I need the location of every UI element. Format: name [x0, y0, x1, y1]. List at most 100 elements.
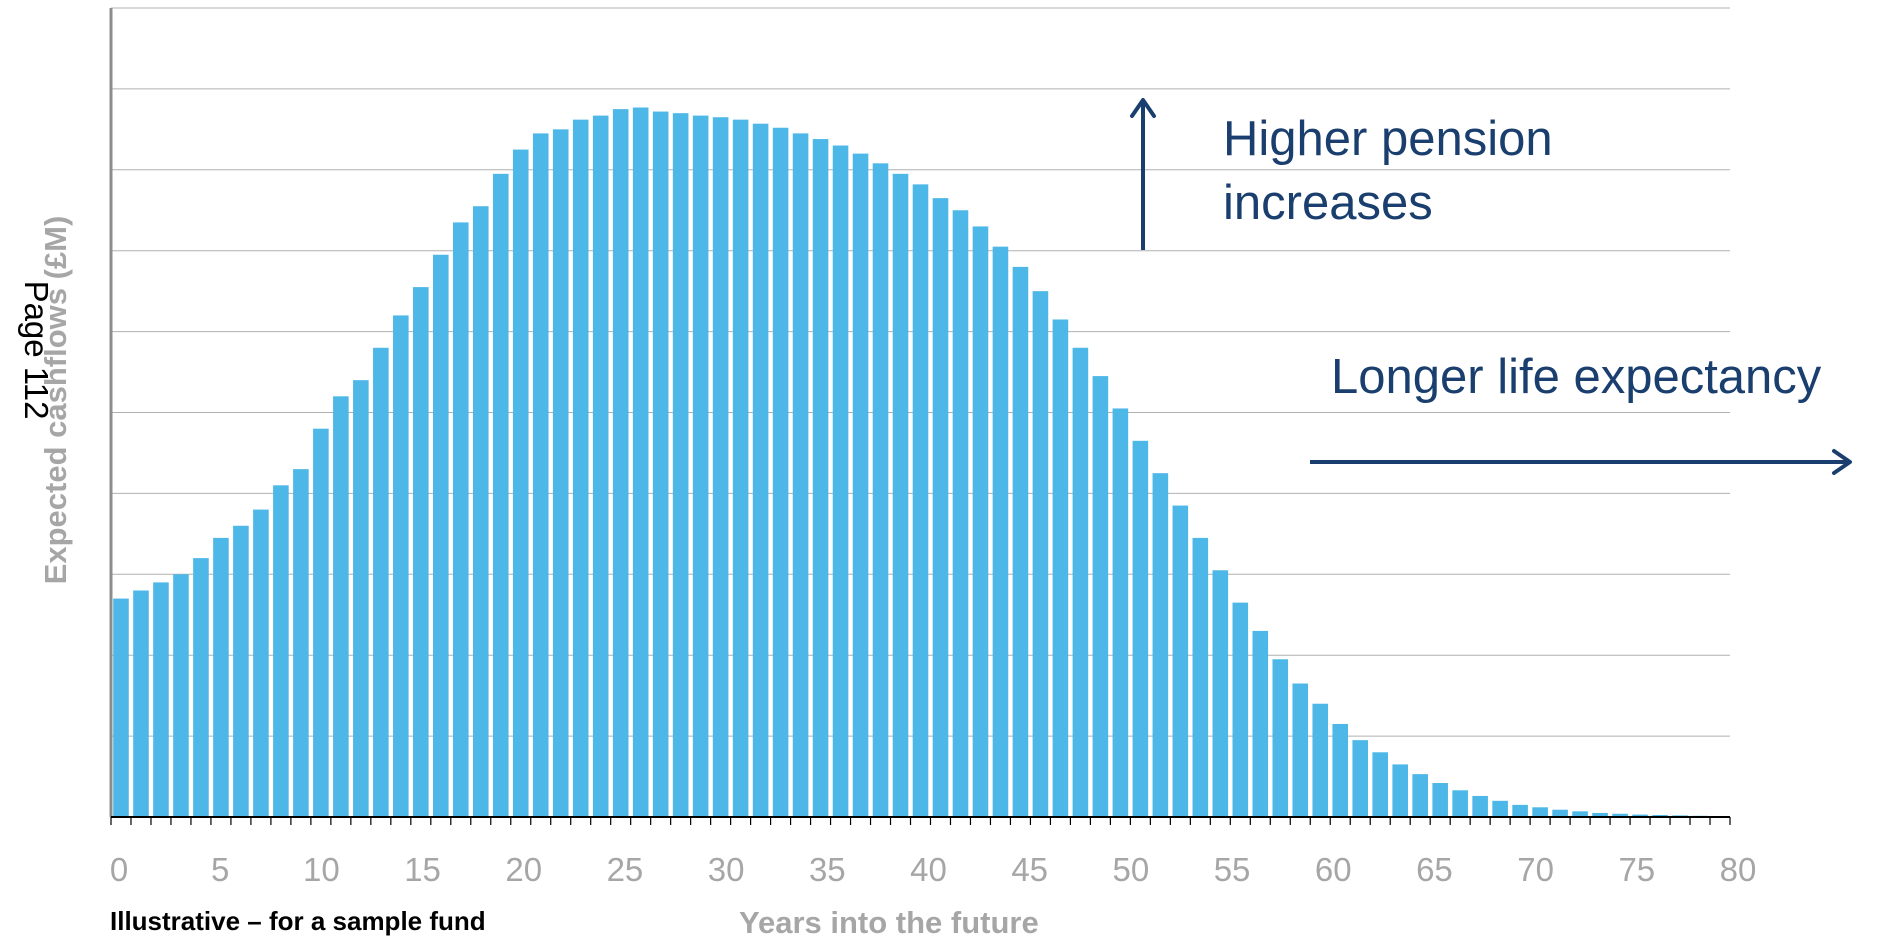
x-tick-label: 40 [910, 851, 947, 888]
annotation-arrows [1130, 98, 1852, 475]
longer-life-annotation: Longer life expectancy [1331, 350, 1822, 404]
bar [293, 469, 309, 817]
page-stamp: Page 112 [18, 280, 55, 420]
up-arrow-head [1130, 98, 1156, 118]
axes [109, 8, 1731, 825]
bars [113, 107, 1728, 818]
bar [273, 485, 289, 817]
x-tick-label: 55 [1214, 851, 1251, 888]
bar [133, 590, 149, 817]
higher-pension-line-1: Higher pension [1223, 112, 1553, 166]
bar [732, 119, 749, 818]
bar [612, 109, 629, 817]
bar [892, 173, 909, 818]
bar [672, 113, 689, 818]
bar [1072, 347, 1089, 817]
higher-pension-annotation: Higher pension increases [1223, 108, 1553, 235]
bar [1472, 795, 1488, 817]
bar [1352, 740, 1369, 817]
bar [1532, 807, 1548, 817]
bar [912, 184, 929, 817]
x-tick-label: 50 [1113, 851, 1150, 888]
bar [872, 163, 889, 817]
bar [193, 558, 209, 817]
bar [1132, 440, 1149, 817]
bar [433, 254, 449, 817]
bar [1392, 764, 1408, 817]
bar [113, 598, 129, 817]
bar [812, 139, 829, 818]
bar [832, 145, 849, 817]
x-axis-label: Years into the future [739, 905, 1039, 940]
bar [952, 210, 969, 817]
bar [972, 226, 989, 817]
bar [752, 123, 769, 817]
bar [1272, 659, 1289, 817]
x-tick-label: 30 [708, 851, 745, 888]
bar [1592, 812, 1608, 817]
bar [1412, 774, 1428, 817]
bar [1552, 809, 1568, 817]
bar [652, 111, 669, 817]
tick-labels: 0 5 10 15 20 25 30 35 40 45 50 55 60 65 70 75 80 [110, 851, 1757, 888]
x-tick-label: 65 [1416, 851, 1453, 888]
bar [492, 173, 509, 818]
bar [213, 537, 229, 817]
bar [393, 315, 409, 817]
x-tick-label: 15 [404, 851, 441, 888]
x-tick-label: 70 [1517, 851, 1554, 888]
bar [1152, 473, 1169, 817]
bar [1052, 319, 1069, 817]
bar [253, 509, 269, 817]
bar [1312, 703, 1329, 817]
bar [532, 133, 549, 817]
bar [1012, 266, 1029, 817]
bar [1172, 505, 1189, 817]
bar [1232, 602, 1249, 817]
bar [572, 119, 589, 818]
bar [1652, 814, 1668, 817]
bar [472, 206, 489, 817]
x-tick-label: 75 [1618, 851, 1655, 888]
x-tick-label: 20 [505, 851, 542, 888]
bar [992, 246, 1009, 817]
bar [1572, 811, 1588, 817]
bar [792, 133, 809, 817]
bar [592, 115, 609, 818]
right-arrow-head [1832, 449, 1852, 475]
bar [1432, 783, 1448, 817]
bar [1292, 683, 1309, 817]
bar [1452, 790, 1468, 817]
bar [413, 287, 429, 818]
x-tick-label: 25 [607, 851, 644, 888]
bar [1112, 408, 1129, 817]
bar [1032, 291, 1049, 817]
bar [233, 525, 249, 817]
bar [452, 222, 469, 817]
bar [333, 396, 349, 817]
bar [932, 198, 949, 818]
bar [1092, 376, 1109, 817]
x-tick-label: 10 [303, 851, 340, 888]
bar [173, 574, 189, 817]
bar [852, 153, 869, 817]
bar [313, 428, 329, 817]
x-tick-label: 5 [211, 851, 229, 888]
x-tick-label: 45 [1011, 851, 1048, 888]
bar [1252, 630, 1269, 817]
bar [1612, 813, 1628, 817]
bar [1632, 814, 1648, 817]
bar [1212, 570, 1229, 817]
x-tick-label: 60 [1315, 851, 1352, 888]
bar [712, 117, 729, 818]
bar [1372, 752, 1389, 817]
x-tick-label: 80 [1720, 851, 1757, 888]
bar [512, 149, 529, 817]
bar [692, 115, 709, 818]
bar [373, 347, 389, 817]
bar [353, 380, 369, 817]
x-tick-label: 35 [809, 851, 846, 888]
bar [1192, 537, 1209, 817]
higher-pension-line-2: increases [1223, 175, 1433, 230]
